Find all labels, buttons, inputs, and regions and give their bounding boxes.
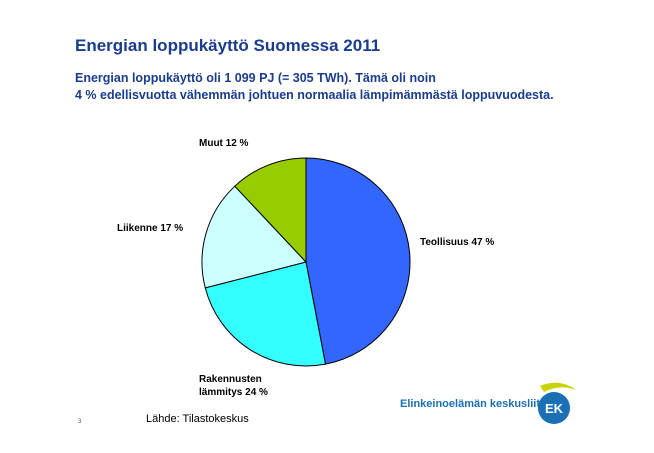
slice-label-line-1: Rakennusten: [199, 374, 262, 385]
ek-logo-icon: EK: [538, 382, 576, 424]
logo-text: Elinkeinoelämän keskusliitto: [400, 398, 551, 410]
pie-slice-liikenne: [201, 185, 307, 289]
page-title: Energian loppukäyttö Suomessa 2011: [75, 36, 381, 55]
pie-slices: [201, 157, 411, 367]
source-note: Lähde: Tilastokeskus: [146, 413, 249, 425]
pie-slice-rakennusten-lammitys: [204, 261, 327, 367]
subtitle-line-1: Energian loppukäyttö oli 1 099 PJ (= 305…: [75, 71, 436, 85]
subtitle: Energian loppukäyttö oli 1 099 PJ (= 305…: [75, 70, 554, 104]
slice-label-muut: Muut 12 %: [199, 138, 249, 149]
slice-label-liikenne: Liikenne 17 %: [117, 223, 184, 234]
page-number: 3: [78, 419, 82, 425]
pie-slice-muut: [234, 157, 307, 264]
slice-label-line-2: lämmitys 24 %: [199, 387, 268, 398]
slice-label-teollisuus: Teollisuus 47 %: [420, 237, 495, 248]
slice-label-rakennusten-lammitys: Rakennusten lämmitys 24 %: [199, 373, 268, 399]
pie-slice-teollisuus: [305, 157, 411, 365]
subtitle-line-2: 4 % edellisvuotta vähemmän johtuen norma…: [75, 88, 554, 102]
logo-mark-text: EK: [545, 401, 564, 416]
